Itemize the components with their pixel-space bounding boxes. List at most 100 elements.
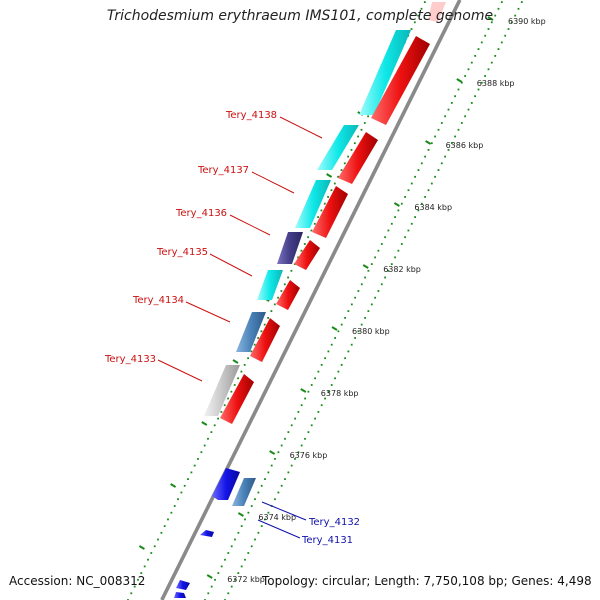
gene-label-tery4134[interactable]: Tery_4134 [132, 295, 184, 306]
track-right-dot [464, 115, 466, 118]
track-right-dot [414, 216, 416, 218]
track-right-dot [264, 518, 266, 521]
track-left-dot [267, 317, 269, 319]
gene-label-tery4132[interactable]: Tery_4132 [308, 517, 360, 528]
track-right-dot [377, 290, 380, 292]
track-left-dot [200, 451, 203, 454]
track-mid-dot [497, 7, 500, 10]
track-mid-dot [257, 491, 260, 494]
track-right-dot [514, 14, 517, 17]
gene-darkblue-tery4136[interactable] [277, 232, 303, 264]
track-right-dot [380, 283, 383, 286]
track-left-dot [273, 303, 276, 306]
track-left-dot [220, 411, 223, 413]
track-mid-dot [457, 88, 460, 91]
track-mid-dot [467, 68, 470, 71]
track-left-dot [150, 552, 153, 554]
track-mid-dot [340, 323, 343, 326]
track-mid-dot [230, 545, 233, 548]
track-mid-dot [234, 538, 236, 541]
label-connectors [157, 116, 323, 539]
cds-red-3[interactable] [312, 186, 348, 238]
gene-label-tery4138[interactable]: Tery_4138 [225, 110, 277, 121]
track-left-dot [350, 149, 353, 151]
track-mid-dot [244, 518, 246, 521]
gene-cyan-1[interactable] [359, 30, 411, 115]
track-left-dot [320, 209, 323, 212]
track-right-dot [450, 142, 453, 145]
track-left-dot [277, 296, 279, 299]
track-right-dot [297, 451, 300, 454]
track-right-dot [287, 471, 290, 474]
track-left-dot [180, 491, 183, 494]
track-right-dot [430, 182, 433, 185]
cds-red-6[interactable] [250, 318, 280, 362]
track-mid-dot [327, 350, 330, 353]
track-mid-dot [367, 269, 370, 272]
track-left-dot [423, 1, 426, 3]
track-mid-dot [390, 222, 393, 225]
track-right-dot [350, 343, 353, 346]
track-right-dot [294, 458, 296, 460]
track-right-dot [374, 296, 376, 299]
track-left-dot [247, 357, 249, 360]
connector-tery4137 [251, 171, 295, 194]
gene-blue-reverse-3[interactable] [176, 580, 190, 590]
track-mid-dot [450, 102, 453, 104]
track-right-dot [330, 384, 333, 386]
track-left-dot [257, 337, 259, 339]
track-right-dot [390, 263, 393, 265]
track-right-dot [387, 269, 390, 272]
scale-tick-label: 6384 kbp [414, 203, 452, 212]
gene-label-tery4135[interactable]: Tery_4135 [156, 247, 208, 258]
gene-cyan-3[interactable] [295, 180, 331, 228]
track-right-dot [367, 310, 370, 312]
track-right-dot [240, 565, 243, 568]
minor-tick-mark [201, 421, 208, 426]
track-mid-dot [240, 525, 243, 527]
track-right-dot [517, 7, 520, 10]
gene-steel-tery4132[interactable] [232, 478, 256, 506]
track-mid-dot [494, 14, 497, 17]
track-right-dot [477, 88, 480, 91]
track-mid-dot [324, 357, 326, 360]
cds-red-5[interactable] [276, 280, 300, 310]
cds-red-4[interactable] [294, 240, 320, 270]
track-right-dot [420, 202, 423, 205]
track-right-dot [254, 538, 256, 541]
track-mid-dot [320, 364, 323, 366]
track-left-dot [153, 545, 156, 548]
gene-label-tery4136[interactable]: Tery_4136 [175, 208, 227, 219]
track-mid-dot [270, 464, 273, 467]
track-right-dot [457, 128, 460, 131]
scale-tick-mark [425, 140, 432, 145]
track-mid-dot [477, 48, 480, 50]
track-left-dot [237, 377, 239, 380]
track-right-dot [500, 41, 503, 44]
cds-red-1[interactable] [371, 36, 430, 125]
cds-red-2[interactable] [338, 132, 378, 184]
gene-label-tery4131[interactable]: Tery_4131 [301, 535, 353, 546]
gene-grey-tery4133[interactable] [204, 365, 240, 416]
track-right-dot [444, 155, 446, 158]
gene-blue-reverse-2[interactable] [200, 530, 214, 537]
gene-steel-tery4134[interactable] [236, 312, 266, 352]
track-mid-dot [247, 511, 250, 514]
track-mid-dot [424, 155, 426, 158]
cds-red-top[interactable] [428, 2, 446, 22]
track-left-dot [213, 424, 216, 427]
track-right-dot [490, 61, 493, 64]
gene-label-tery4133[interactable]: Tery_4133 [104, 354, 156, 365]
track-right-dot [407, 229, 410, 232]
scale-tick-label: 6378 kbp [321, 389, 359, 398]
gene-blue-reverse-4[interactable] [174, 592, 186, 598]
gene-cyan-2[interactable] [317, 125, 359, 170]
gene-blue-reverse-1[interactable] [212, 468, 240, 500]
gene-label-tery4137[interactable]: Tery_4137 [197, 165, 249, 176]
track-mid-dot [357, 290, 360, 292]
track-mid-dot [334, 337, 336, 339]
track-mid-dot [294, 417, 296, 420]
cds-red-7[interactable] [220, 374, 254, 424]
track-right-dot [410, 222, 413, 225]
gene-cyan-tery4135[interactable] [257, 270, 283, 300]
